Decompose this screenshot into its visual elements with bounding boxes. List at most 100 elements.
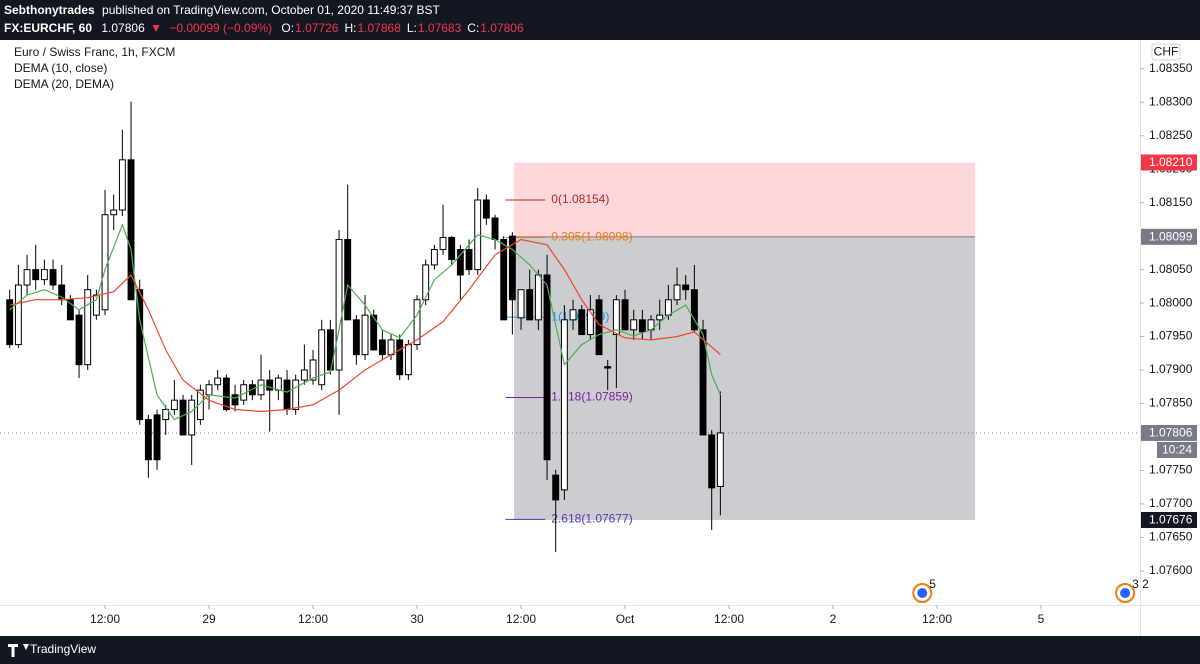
field-key: O: bbox=[281, 21, 294, 35]
candle-body bbox=[153, 414, 161, 461]
y-tick-label: 1.08000 bbox=[1149, 295, 1193, 309]
x-tick-label: 12:00 bbox=[506, 612, 536, 626]
candle-body bbox=[534, 274, 542, 321]
last-price: 1.07806 bbox=[101, 21, 145, 35]
candle-body bbox=[673, 284, 681, 301]
candle-body bbox=[569, 309, 577, 321]
candle-body bbox=[179, 399, 187, 436]
brand: TradingView bbox=[30, 642, 96, 656]
candle-body bbox=[404, 344, 412, 376]
candle-body bbox=[214, 377, 222, 386]
header-bar bbox=[0, 0, 1200, 40]
candle-body bbox=[543, 274, 551, 461]
candle-body bbox=[387, 339, 395, 356]
candle-body bbox=[257, 379, 265, 396]
candle-body bbox=[196, 389, 204, 421]
x-tick-label: 12:00 bbox=[714, 612, 744, 626]
candle-body bbox=[231, 394, 239, 406]
candle-body bbox=[500, 238, 508, 321]
position-reward bbox=[514, 236, 976, 520]
candle-body bbox=[361, 314, 369, 356]
candle-body bbox=[508, 235, 516, 301]
y-tick-label: 1.07850 bbox=[1149, 396, 1193, 410]
candle-body bbox=[413, 299, 421, 346]
indicator-line bbox=[9, 223, 721, 421]
logo-icon bbox=[8, 644, 29, 657]
plot-area bbox=[0, 40, 1140, 605]
candle-body bbox=[188, 399, 196, 436]
candle-body bbox=[118, 159, 126, 211]
candle-body bbox=[578, 309, 586, 336]
field-value: 1.07726 bbox=[295, 21, 339, 35]
candle-body bbox=[23, 269, 31, 286]
y-tick-label: 1.08250 bbox=[1149, 128, 1193, 142]
candle-body bbox=[370, 314, 378, 351]
price-tag-label: 1.08210 bbox=[1149, 155, 1193, 169]
candle-body bbox=[84, 289, 92, 366]
candle-body bbox=[283, 379, 291, 411]
candle-body bbox=[344, 238, 352, 321]
symbol: FX:EURCHF, 60 bbox=[4, 21, 92, 35]
x-tick-label: 12:00 bbox=[922, 612, 952, 626]
y-tick-label: 1.07950 bbox=[1149, 329, 1193, 343]
field-key: H: bbox=[344, 21, 356, 35]
candle-body bbox=[517, 289, 525, 319]
countdown: 10:24 bbox=[1162, 443, 1192, 457]
candle-body bbox=[430, 249, 438, 266]
candle-body bbox=[162, 409, 170, 421]
countdown-box bbox=[1157, 441, 1197, 458]
x-tick-label: 29 bbox=[202, 612, 216, 626]
header-line: Sebthonytrades published on TradingView.… bbox=[4, 3, 440, 17]
quote-line: FX:EURCHF, 60 1.07806 ▼ −0.00099 (−0.09%… bbox=[4, 21, 524, 35]
fib-label: 2.618(1.07677) bbox=[551, 511, 632, 525]
candle-body bbox=[682, 284, 690, 291]
candle-body bbox=[127, 159, 135, 301]
candle-body bbox=[612, 299, 620, 336]
field-key: L: bbox=[407, 21, 417, 35]
field-value: 1.07683 bbox=[418, 21, 462, 35]
candle-body bbox=[40, 269, 48, 281]
candle-body bbox=[630, 319, 638, 331]
x-tick-label: 30 bbox=[410, 612, 424, 626]
candle-body bbox=[101, 214, 109, 311]
indicator-line bbox=[9, 238, 721, 413]
fib-label: 0(1.08154) bbox=[551, 192, 609, 206]
candle-body bbox=[586, 309, 594, 336]
fib-label: 1.618(1.07859) bbox=[551, 390, 632, 404]
author: Sebthonytrades bbox=[4, 3, 95, 17]
candle-body bbox=[422, 264, 430, 301]
candle-body bbox=[448, 236, 456, 261]
candle-body bbox=[110, 209, 118, 216]
candle-body bbox=[352, 319, 360, 356]
footer-bar bbox=[0, 636, 1200, 664]
candle-body bbox=[396, 339, 404, 376]
candle-body bbox=[222, 377, 230, 411]
candle-body bbox=[170, 399, 178, 411]
candle-body bbox=[266, 379, 274, 391]
x-tick-label: Oct bbox=[616, 612, 635, 626]
candle-body bbox=[595, 299, 603, 356]
candle-body bbox=[491, 217, 499, 240]
published: published on TradingView.com, October 01… bbox=[102, 3, 440, 17]
x-tick-label: 2 bbox=[830, 612, 837, 626]
legend-entry: DEMA (10, close) bbox=[14, 61, 107, 75]
candle-body bbox=[604, 366, 612, 369]
candle-body bbox=[378, 339, 386, 356]
candle-body bbox=[656, 314, 664, 321]
y-tick-label: 1.08350 bbox=[1149, 61, 1193, 75]
candle-body bbox=[309, 359, 317, 381]
candle-body bbox=[560, 319, 568, 491]
y-tick-label: 1.07600 bbox=[1149, 563, 1193, 577]
price-tag bbox=[1141, 154, 1197, 171]
brand-logo: TradingView bbox=[8, 642, 96, 657]
candle-body bbox=[136, 289, 144, 421]
candle-body bbox=[205, 384, 213, 396]
event-icon-core bbox=[1120, 588, 1131, 598]
candle-body bbox=[92, 294, 100, 316]
candle-body bbox=[14, 284, 22, 346]
change-arrow: ▼ bbox=[150, 21, 162, 35]
candle-body bbox=[300, 369, 308, 381]
candle-body bbox=[690, 289, 698, 331]
